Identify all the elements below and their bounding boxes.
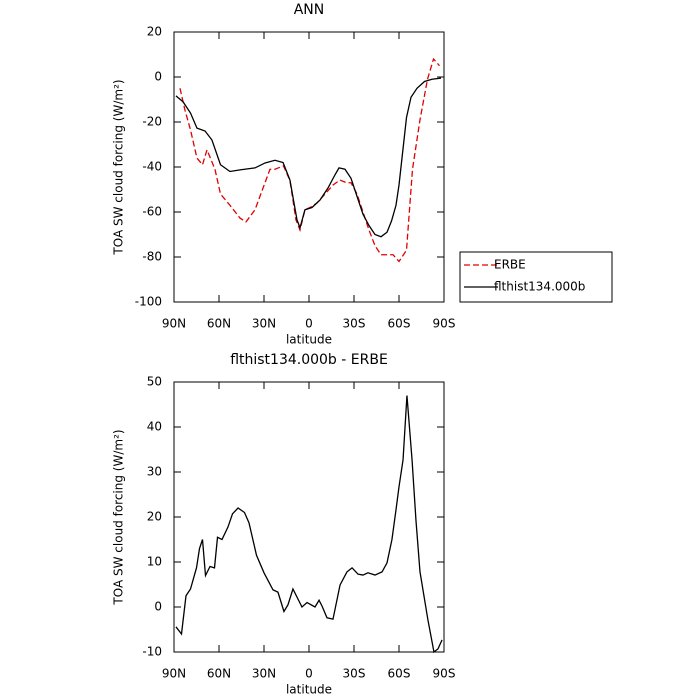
y-tick-label: -10 (142, 645, 162, 659)
y-tick-label: -20 (142, 115, 162, 129)
legend-label: flthist134.000b (494, 280, 585, 294)
legend-label: ERBE (494, 258, 526, 272)
x-tick-label: 90S (433, 667, 456, 681)
data-line (175, 77, 442, 238)
x-axis-label: latitude (286, 333, 332, 347)
y-tick-label: 20 (147, 510, 162, 524)
x-tick-label: 60S (388, 667, 411, 681)
y-axis-label: TOA SW cloud forcing (W/m²) (112, 429, 126, 605)
chart-title: flthist134.000b - ERBE (230, 352, 388, 368)
x-tick-label: 30N (252, 667, 276, 681)
y-tick-label: 50 (147, 375, 162, 389)
x-tick-label: 60S (388, 317, 411, 331)
x-tick-label: 30S (343, 667, 366, 681)
x-tick-label: 60N (207, 667, 231, 681)
y-tick-label: -40 (142, 160, 162, 174)
x-tick-label: 90S (433, 317, 456, 331)
y-tick-label: 0 (154, 70, 162, 84)
y-tick-label: -60 (142, 205, 162, 219)
x-tick-label: 60N (207, 317, 231, 331)
y-tick-label: 40 (147, 420, 162, 434)
data-line (175, 395, 443, 654)
y-tick-label: -100 (135, 295, 162, 309)
legend-box (459, 251, 613, 303)
plot-frame (173, 381, 445, 653)
y-tick-label: 10 (147, 555, 162, 569)
x-tick-label: 90N (162, 317, 186, 331)
y-axis-label: TOA SW cloud forcing (W/m²) (112, 79, 126, 255)
y-tick-label: -80 (142, 250, 162, 264)
y-tick-label: 0 (154, 600, 162, 614)
x-tick-label: 30N (252, 317, 276, 331)
x-tick-label: 0 (305, 667, 313, 681)
y-tick-label: 30 (147, 465, 162, 479)
y-tick-label: 20 (147, 25, 162, 39)
x-tick-label: 0 (305, 317, 313, 331)
x-axis-label: latitude (286, 683, 332, 697)
x-tick-label: 30S (343, 317, 366, 331)
plot-frame (173, 31, 445, 303)
chart-title: ANN (294, 2, 325, 18)
x-tick-label: 90N (162, 667, 186, 681)
